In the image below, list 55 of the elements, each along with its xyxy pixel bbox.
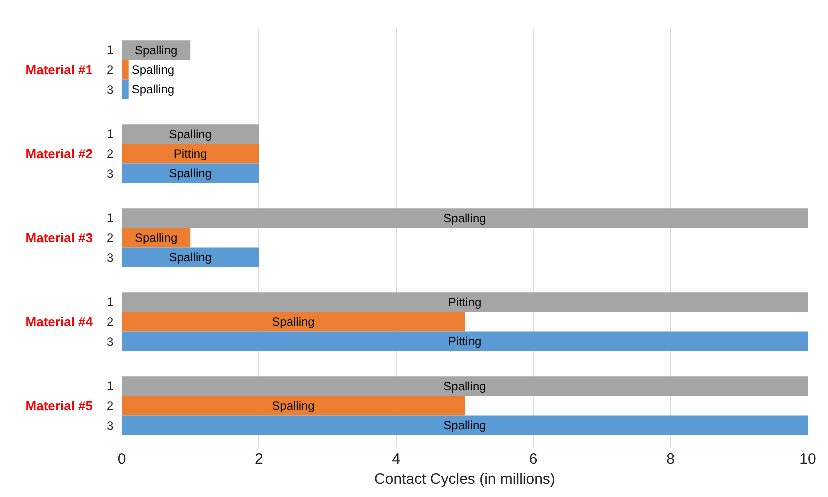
data-label: Spalling: [134, 43, 178, 58]
x-tick-label: 4: [392, 451, 401, 468]
bar: [122, 416, 808, 436]
y-tick-label: Material #4: [26, 314, 94, 330]
y-tick-label: Material #2: [26, 146, 93, 162]
data-label: Spalling: [134, 231, 178, 245]
text: 2: [107, 231, 114, 245]
data-label: Spalling: [132, 82, 175, 97]
data-label: Spalling: [132, 63, 175, 77]
x-tick-label: 10: [800, 451, 816, 468]
x-axis-title: Contact Cycles (in millions): [374, 471, 556, 488]
bar: [122, 80, 129, 100]
x-tick-label: 8: [666, 451, 675, 468]
bar: [122, 164, 260, 184]
text: 2: [107, 315, 114, 329]
data-label: Pitting: [448, 295, 482, 310]
text: 1: [107, 211, 114, 225]
series-label: 1: [107, 43, 114, 57]
x-tick-label: 0: [118, 451, 126, 468]
y-tick-label: Material #3: [26, 230, 93, 246]
x-tick-label: 2: [255, 451, 264, 468]
data-label: Spalling: [169, 127, 212, 142]
data-label: Spalling: [272, 315, 315, 329]
data-label: Pitting: [448, 334, 482, 349]
data-label: Spalling: [444, 379, 486, 394]
bar: [122, 292, 808, 312]
bar: [122, 144, 260, 164]
bar: [122, 332, 808, 352]
data-label: Spalling: [169, 166, 212, 181]
data-label: Spalling: [444, 418, 486, 433]
data-label: Pitting: [174, 147, 208, 161]
text: 2: [107, 399, 114, 413]
bar: [122, 124, 260, 144]
text: 3: [107, 251, 114, 265]
y-tick-label: Material #1: [26, 62, 93, 78]
bar: [122, 60, 129, 80]
series-label: 2: [107, 63, 114, 77]
data-label: Spalling: [272, 399, 315, 413]
series-label: 3: [107, 83, 114, 97]
text: 1: [107, 379, 114, 393]
data-label: Spalling: [169, 250, 212, 265]
bar: [122, 248, 260, 268]
bar: [122, 208, 808, 228]
bar: [122, 396, 465, 416]
text: 1: [107, 127, 114, 141]
text: 3: [107, 167, 114, 181]
text: 2: [107, 147, 114, 161]
text: 1: [107, 295, 114, 309]
text: 3: [107, 335, 114, 349]
bar: [122, 312, 465, 332]
bar: [122, 376, 808, 396]
y-tick-label: Material #5: [26, 398, 93, 414]
x-tick-label: 6: [529, 451, 538, 468]
text: 3: [107, 419, 114, 433]
data-label: Spalling: [444, 211, 486, 226]
